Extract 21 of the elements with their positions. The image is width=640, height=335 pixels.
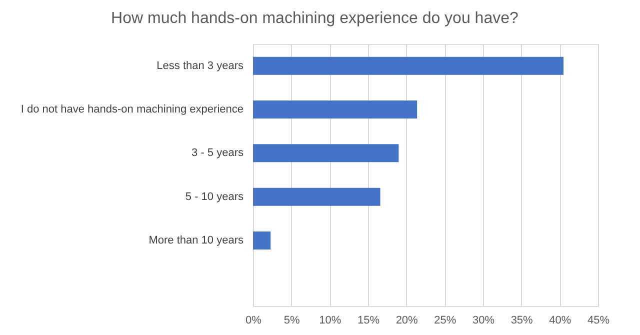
x-tick-label: 40% [549, 314, 572, 326]
x-tick-label: 45% [587, 314, 610, 326]
x-tick-label: 25% [434, 314, 456, 326]
x-tick-label: 35% [510, 314, 534, 326]
chart-title: How much hands-on machining experience do you have? [111, 10, 518, 27]
bar [253, 232, 271, 250]
y-tick-label: More than 10 years [148, 234, 244, 246]
y-tick-label: Less than 3 years [156, 60, 244, 72]
bar [253, 56, 564, 75]
x-tick-label: 15% [357, 314, 380, 326]
y-tick-label: 5 - 10 years [185, 190, 244, 203]
bar [253, 100, 418, 118]
x-tick-label: 30% [472, 314, 495, 326]
bar [253, 144, 399, 162]
x-tick-label: 20% [396, 314, 418, 326]
y-tick-label: 3 - 5 years [192, 147, 244, 160]
x-tick-label: 10% [319, 314, 342, 326]
bar [253, 188, 380, 206]
x-tick-label: 0% [246, 314, 262, 326]
x-tick-label: 5% [284, 314, 300, 326]
y-tick-label: I do not have hands-on machining experience [20, 104, 244, 116]
